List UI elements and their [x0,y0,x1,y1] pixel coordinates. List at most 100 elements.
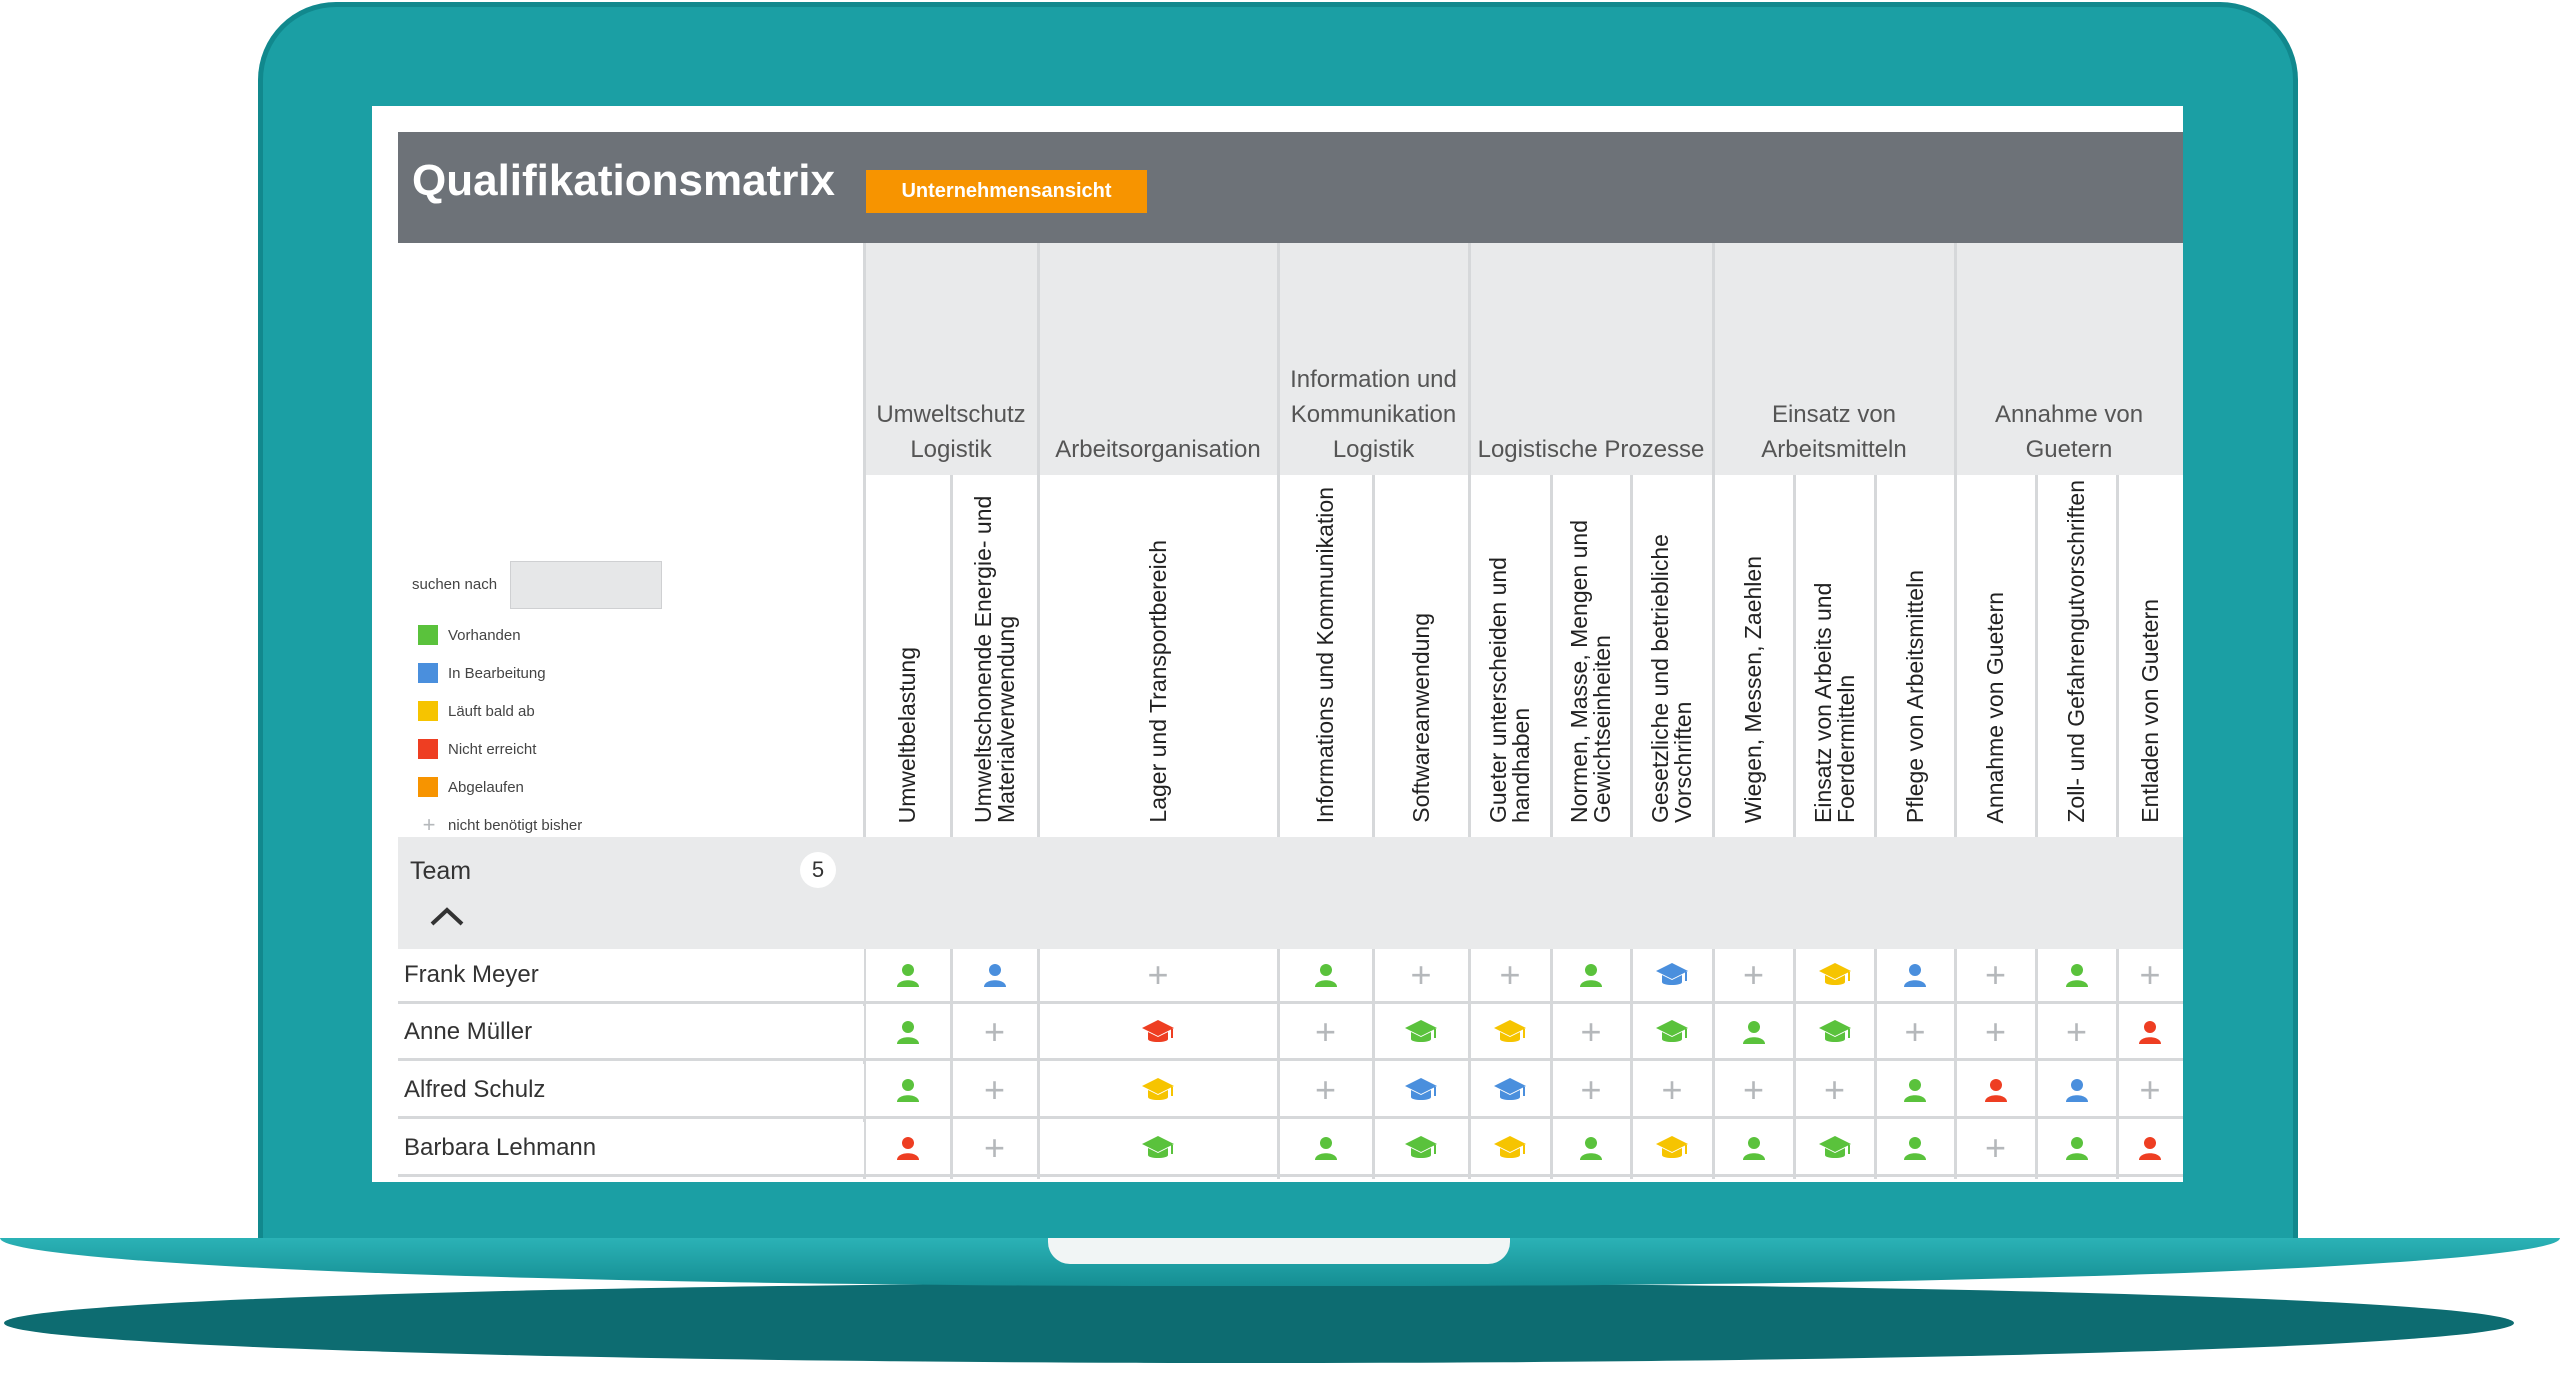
matrix-cell[interactable]: + [1955,1006,2036,1061]
person-icon-red [2137,1019,2163,1045]
matrix-cell[interactable]: + [2117,949,2183,1004]
employee-name[interactable]: Frank Meyer [398,949,864,1004]
matrix-cell[interactable] [2117,1006,2183,1061]
column-header[interactable]: Annahme von Guetern [1955,475,2036,837]
matrix-cell[interactable] [1875,1064,1955,1119]
matrix-cell[interactable] [1875,1122,1955,1177]
column-header[interactable]: Wiegen, Messen, Zaehlen [1713,475,1794,837]
matrix-cell[interactable] [1373,1006,1469,1061]
matrix-cell[interactable] [1469,1006,1551,1061]
matrix-cell[interactable]: + [1955,1122,2036,1177]
column-header-label: Umweltbelastung [896,647,919,823]
matrix-cell[interactable] [1373,1064,1469,1119]
group-header: Einsatz von Arbeitsmitteln [1713,243,1955,475]
column-header[interactable]: Zoll- und Gefahrengutvorschriften [2036,475,2117,837]
matrix-cell[interactable] [1631,1122,1713,1177]
person-icon-green [895,962,921,988]
matrix-cell[interactable] [2117,1122,2183,1177]
matrix-cell[interactable] [1038,1006,1278,1061]
column-header[interactable]: Normen, Masse, Mengen und Gewichtseinhei… [1551,475,1631,837]
matrix-cell[interactable] [1631,949,1713,1004]
plus-icon: + [1315,1014,1336,1050]
matrix-cell[interactable]: + [1794,1064,1875,1119]
matrix-cell[interactable]: + [1551,1064,1631,1119]
column-header-label: Einsatz von Arbeits und Foerdermitteln [1812,475,1858,823]
graduation-cap-icon-red [1141,1018,1175,1046]
column-header[interactable]: Entladen von Guetern [2117,475,2183,837]
matrix-cell[interactable]: + [1713,949,1794,1004]
matrix-cell[interactable]: + [951,1064,1038,1119]
matrix-cell[interactable]: + [2036,1006,2117,1061]
matrix-cell[interactable]: + [2117,1064,2183,1119]
company-view-button[interactable]: Unternehmensansicht [866,170,1147,213]
matrix-cell[interactable]: + [1278,1006,1373,1061]
matrix-cell[interactable] [1551,949,1631,1004]
matrix-cell[interactable]: + [1038,949,1278,1004]
matrix-cell[interactable] [1038,1064,1278,1119]
matrix-cell[interactable]: + [1278,1064,1373,1119]
matrix-cell[interactable] [1469,1122,1551,1177]
legend-swatch [418,777,438,797]
group-header: Umweltschutz Logistik [864,243,1038,475]
matrix-cell[interactable] [1631,1006,1713,1061]
column-header[interactable]: Lager und Transportbereich [1038,475,1278,837]
matrix-cell[interactable] [2036,1122,2117,1177]
matrix-cell[interactable] [864,1064,951,1119]
column-header[interactable]: Einsatz von Arbeits und Foerdermitteln [1794,475,1875,837]
matrix-cell[interactable] [1713,1122,1794,1177]
matrix-cell[interactable] [1794,949,1875,1004]
title-bar: Qualifikationsmatrix Unternehmensansicht [398,132,2183,243]
chevron-up-icon[interactable] [428,904,466,928]
employee-name[interactable]: Anne Müller [398,1006,864,1061]
matrix-cell[interactable] [864,1122,951,1177]
laptop-shadow [4,1283,2514,1363]
matrix-cell[interactable] [1955,1064,2036,1119]
matrix-cell[interactable] [1038,1122,1278,1177]
matrix-cell[interactable] [1373,1122,1469,1177]
column-header[interactable]: Informations und Kommunikation [1278,475,1373,837]
search-label: suchen nach [412,576,497,593]
employee-name[interactable]: Barbara Lehmann [398,1122,864,1177]
laptop-screen: Qualifikationsmatrix Unternehmensansicht… [372,106,2183,1182]
team-row[interactable] [398,837,2183,949]
matrix-cell[interactable] [1875,949,1955,1004]
plus-icon: + [1661,1072,1682,1108]
matrix-cell[interactable]: + [1551,1006,1631,1061]
column-header[interactable]: Pflege von Arbeitsmitteln [1875,475,1955,837]
legend-item: Abgelaufen [418,774,524,800]
matrix-cell[interactable] [951,949,1038,1004]
matrix-cell[interactable]: + [1713,1064,1794,1119]
search-input[interactable] [510,561,662,609]
matrix-cell[interactable] [864,949,951,1004]
matrix-cell[interactable] [2036,949,2117,1004]
matrix-cell[interactable] [1713,1006,1794,1061]
matrix-cell[interactable]: + [951,1122,1038,1177]
matrix-cell[interactable] [1278,1122,1373,1177]
matrix-cell[interactable]: + [1875,1006,1955,1061]
matrix-cell[interactable] [1278,949,1373,1004]
column-header[interactable]: Gesetzliche und betriebliche Vorschrifte… [1631,475,1713,837]
column-header[interactable]: Umweltschonende Energie- und Materialver… [951,475,1038,837]
matrix-cell[interactable]: + [951,1006,1038,1061]
matrix-cell[interactable] [1469,1064,1551,1119]
matrix-cell[interactable]: + [1469,949,1551,1004]
matrix-cell[interactable]: + [1955,949,2036,1004]
column-header[interactable]: Gueter unterscheiden und handhaben [1469,475,1551,837]
team-count-badge: 5 [800,852,836,888]
employee-name[interactable]: Alfred Schulz [398,1064,864,1119]
matrix-cell[interactable] [1551,1122,1631,1177]
person-icon-green [1313,1135,1339,1161]
column-header[interactable]: Softwareanwendung [1373,475,1469,837]
graduation-cap-icon-blue [1655,961,1689,989]
column-header[interactable]: Umweltbelastung [864,475,951,837]
matrix-cell[interactable] [1794,1122,1875,1177]
column-header-label: Gueter unterscheiden und handhaben [1487,475,1533,823]
matrix-cell[interactable] [1794,1006,1875,1061]
matrix-cell[interactable]: + [1373,949,1469,1004]
legend-label: Vorhanden [448,627,521,644]
matrix-cell[interactable] [864,1006,951,1061]
legend-item: Nicht erreicht [418,736,536,762]
matrix-cell[interactable] [2036,1064,2117,1119]
matrix-cell[interactable]: + [1631,1064,1713,1119]
column-header-label: Zoll- und Gefahrengutvorschriften [2065,480,2088,823]
